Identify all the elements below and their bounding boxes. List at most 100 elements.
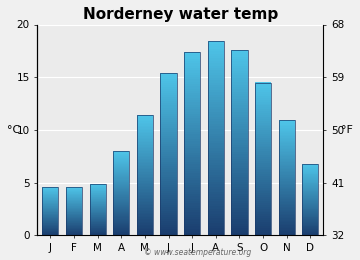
Bar (231, 212, 248, 214)
Bar (137, 156, 153, 157)
Bar (161, 180, 176, 183)
Bar (184, 102, 200, 105)
Bar (255, 222, 271, 224)
Bar (255, 136, 271, 138)
Bar (255, 125, 271, 126)
Bar (208, 194, 224, 197)
Bar (113, 189, 129, 190)
Bar (90, 233, 105, 234)
Bar (137, 223, 153, 225)
Bar (66, 232, 82, 233)
Bar (66, 201, 82, 202)
Bar (184, 130, 200, 132)
Bar (137, 115, 153, 117)
Bar (231, 180, 248, 182)
Bar (255, 170, 271, 172)
Bar (137, 169, 153, 171)
Bar (208, 165, 224, 167)
Bar (113, 210, 129, 211)
Bar (137, 145, 153, 147)
Bar (184, 194, 200, 196)
Bar (161, 73, 176, 235)
Bar (279, 221, 295, 223)
Bar (255, 157, 271, 159)
Bar (255, 166, 271, 168)
Bar (137, 187, 153, 189)
Bar (137, 165, 153, 166)
Bar (184, 153, 200, 155)
Bar (279, 123, 295, 125)
Bar (113, 227, 129, 228)
Bar (302, 181, 319, 182)
Bar (255, 134, 271, 136)
Bar (161, 77, 176, 79)
Bar (113, 172, 129, 173)
Bar (184, 66, 200, 68)
Bar (279, 159, 295, 161)
Bar (113, 169, 129, 170)
Bar (137, 142, 153, 144)
Bar (90, 207, 105, 208)
Bar (113, 225, 129, 226)
Bar (255, 178, 271, 180)
Bar (231, 66, 248, 68)
Bar (137, 147, 153, 148)
Bar (161, 126, 176, 128)
Bar (302, 170, 319, 171)
Bar (161, 132, 176, 134)
Bar (42, 216, 58, 217)
Bar (66, 209, 82, 210)
Bar (161, 146, 176, 148)
Bar (42, 212, 58, 213)
Bar (66, 196, 82, 197)
Bar (42, 214, 58, 215)
Bar (90, 201, 105, 202)
Bar (161, 203, 176, 205)
Bar (90, 215, 105, 216)
Bar (279, 181, 295, 182)
Bar (137, 162, 153, 163)
Bar (279, 227, 295, 228)
Bar (231, 84, 248, 87)
Bar (42, 205, 58, 206)
Bar (113, 192, 129, 193)
Bar (255, 199, 271, 201)
Bar (161, 183, 176, 185)
Bar (279, 228, 295, 230)
Bar (42, 201, 58, 202)
Bar (184, 151, 200, 153)
Bar (255, 122, 271, 125)
Bar (161, 211, 176, 213)
Bar (184, 52, 200, 235)
Bar (90, 191, 105, 192)
Bar (113, 229, 129, 230)
Bar (231, 96, 248, 99)
Bar (279, 214, 295, 215)
Bar (66, 206, 82, 207)
Bar (66, 221, 82, 222)
Bar (42, 199, 58, 200)
Bar (161, 136, 176, 138)
Bar (208, 100, 224, 102)
Bar (255, 132, 271, 134)
Bar (66, 193, 82, 194)
Bar (208, 223, 224, 226)
Bar (255, 115, 271, 117)
Bar (255, 151, 271, 153)
Bar (137, 118, 153, 120)
Bar (90, 184, 105, 235)
Bar (231, 200, 248, 203)
Bar (231, 140, 248, 143)
Bar (208, 155, 224, 158)
Bar (231, 196, 248, 198)
Bar (42, 196, 58, 197)
Bar (90, 212, 105, 213)
Bar (113, 158, 129, 159)
Bar (42, 234, 58, 235)
Bar (279, 217, 295, 218)
Bar (137, 219, 153, 220)
Bar (113, 154, 129, 155)
Bar (161, 73, 176, 75)
Bar (66, 216, 82, 217)
Bar (161, 105, 176, 108)
